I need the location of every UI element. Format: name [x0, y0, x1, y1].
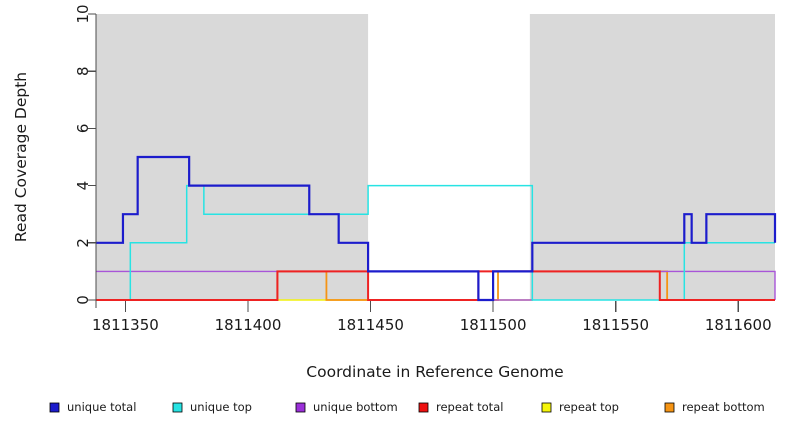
y-tick-label-4: 4	[74, 181, 92, 191]
y-axis-title: Read Coverage Depth	[12, 72, 30, 242]
x-tick-label-1811550: 1811550	[582, 316, 649, 334]
legend-label-repeat-total: repeat total	[436, 400, 503, 414]
legend-item-repeat-bottom: repeat bottom	[664, 400, 765, 414]
legend-swatch-unique-total	[49, 402, 60, 413]
series-layer	[96, 155, 777, 302]
shaded-repeat-regions	[96, 14, 775, 300]
series-unique-bottom	[96, 270, 776, 301]
legend-item-repeat-total: repeat total	[418, 400, 503, 414]
legend-swatch-repeat-bottom	[664, 402, 675, 413]
series-unique-total	[96, 155, 777, 302]
legend-label-unique-bottom: unique bottom	[313, 400, 398, 414]
repeat-region-right	[529, 14, 775, 300]
legend-swatch-repeat-total	[418, 402, 429, 413]
x-axis-title: Coordinate in Reference Genome	[306, 363, 563, 381]
legend-label-repeat-top: repeat top	[559, 400, 619, 414]
legend-item-repeat-top: repeat top	[541, 400, 619, 414]
x-tick-label-1811600: 1811600	[705, 316, 772, 334]
legend-swatch-unique-bottom	[295, 402, 306, 413]
legend-swatch-unique-top	[172, 402, 183, 413]
x-tick-label-1811400: 1811400	[215, 316, 282, 334]
chart-legend: unique total unique top unique bottom repea…	[49, 400, 765, 414]
axis-layer: 0 2 4 6 8 10 1811350 1811400 1811450 1811500 18115…	[74, 4, 772, 334]
legend-label-unique-top: unique top	[190, 400, 252, 414]
y-tick-label-6: 6	[74, 124, 92, 134]
legend-item-unique-total: unique total	[49, 400, 136, 414]
y-tick-label-2: 2	[74, 238, 92, 248]
legend-item-unique-bottom: unique bottom	[295, 400, 398, 414]
legend-label-unique-total: unique total	[67, 400, 136, 414]
y-tick-label-8: 8	[74, 66, 92, 76]
series-unique-top	[96, 184, 775, 301]
series-repeat-total	[96, 270, 775, 301]
legend-item-unique-top: unique top	[172, 400, 252, 414]
x-tick-label-1811350: 1811350	[92, 316, 159, 334]
x-tick-label-1811450: 1811450	[337, 316, 404, 334]
legend-label-repeat-bottom: repeat bottom	[682, 400, 765, 414]
x-tick-label-1811500: 1811500	[460, 316, 527, 334]
y-tick-label-0: 0	[74, 295, 92, 305]
y-tick-label-10: 10	[74, 4, 92, 23]
legend-swatch-repeat-top	[541, 402, 552, 413]
